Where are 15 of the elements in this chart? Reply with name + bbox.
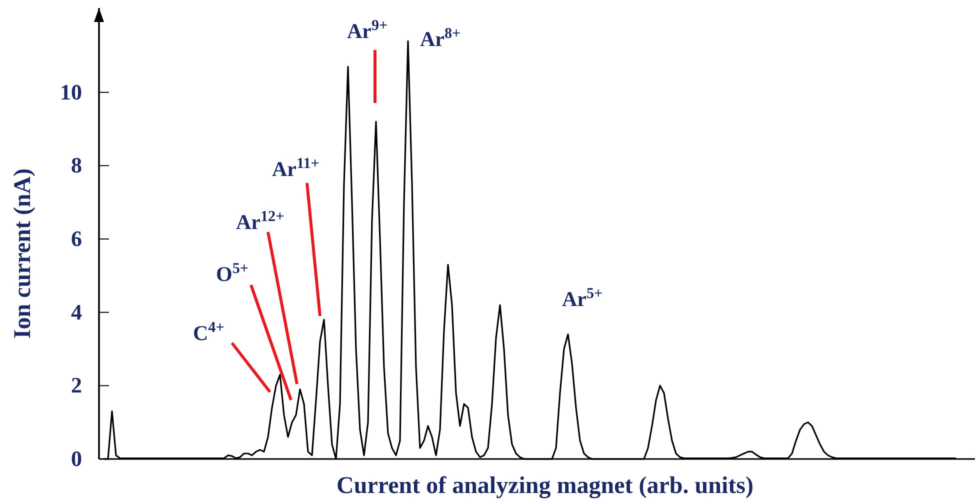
y-tick-label: 4	[71, 299, 82, 324]
annotation: Ar$^{11+}$	[272, 156, 320, 181]
y-axis-title: Ion current (nA)	[10, 168, 36, 339]
y-tick-label: 2	[71, 372, 82, 398]
annotation: O$^{5+}$	[216, 261, 249, 286]
y-tick-label: 8	[71, 152, 82, 178]
annotation: Ar$^{8+}$	[420, 26, 461, 51]
x-axis-title: Current of analyzing magnet (arb. units)	[336, 473, 754, 499]
y-tick-label: 10	[60, 79, 82, 104]
annotation: Ar$^{5+}$	[562, 286, 603, 311]
annotation: Ar$^{9+}$	[347, 18, 388, 43]
y-tick-label: 6	[71, 226, 82, 252]
annotation: Ar$^{12+}$	[236, 209, 284, 234]
annotation: C$^{4+}$	[193, 320, 224, 345]
y-tick-label: 0	[71, 446, 82, 472]
